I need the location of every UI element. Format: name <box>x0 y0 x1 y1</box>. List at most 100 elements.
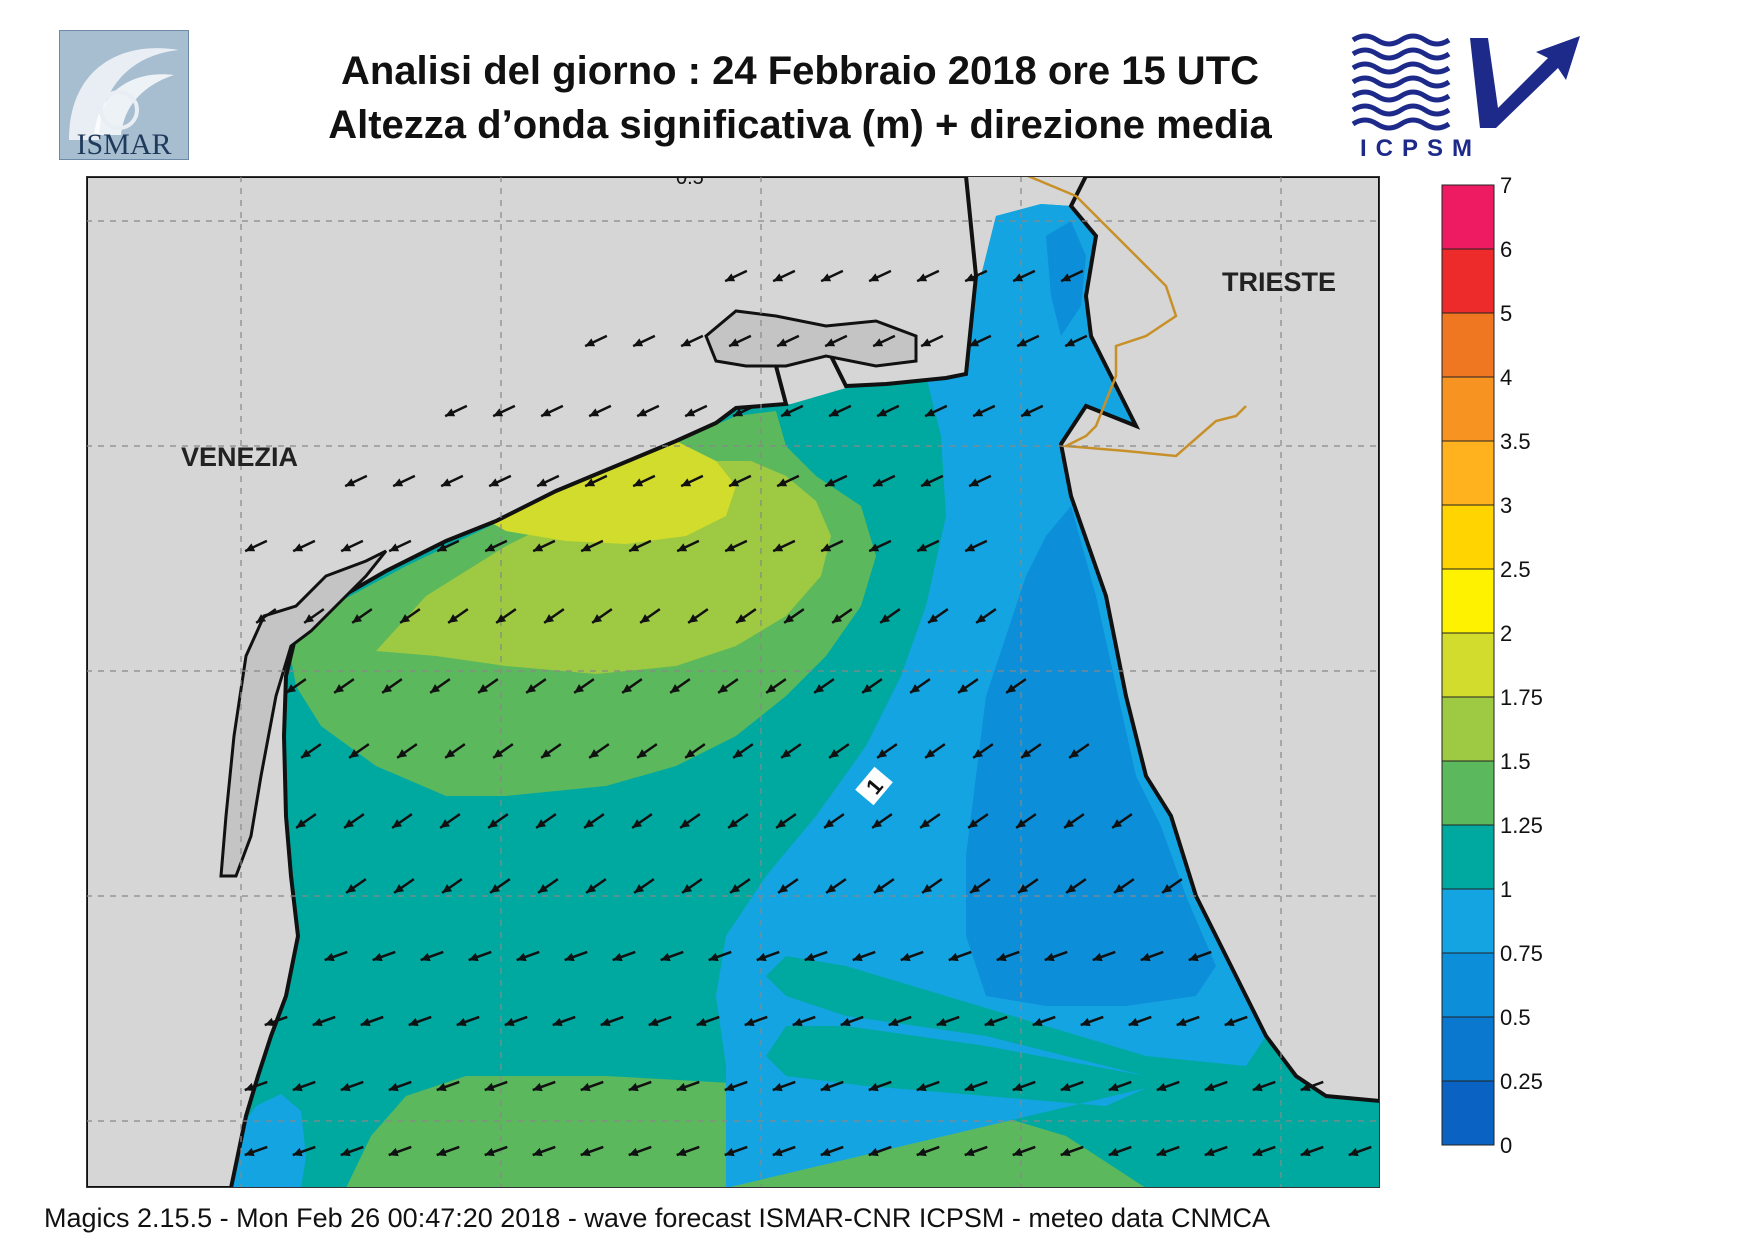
land-west <box>86 176 979 1188</box>
contour-0.75-sw <box>231 1094 306 1188</box>
direction-arrow-head <box>1044 952 1055 962</box>
direction-arrow-head <box>632 819 643 828</box>
direction-arrow-head <box>1204 1147 1215 1157</box>
direction-arrow-head <box>1065 338 1076 347</box>
direction-arrow-head <box>777 478 788 487</box>
direction-arrow-head <box>832 614 843 623</box>
direction-arrow-head <box>670 684 681 693</box>
wave-direction-arrows <box>244 269 1372 1157</box>
direction-arrow-head <box>868 1082 879 1092</box>
direction-arrow-head <box>1080 1017 1091 1027</box>
direction-arrow-head <box>408 1017 419 1027</box>
direction-arrow-head <box>1112 819 1123 828</box>
direction-arrow-head <box>1012 1147 1023 1157</box>
direction-arrow-head <box>676 1082 687 1092</box>
direction-arrow-head <box>1013 273 1024 282</box>
direction-arrow-head <box>628 1082 639 1092</box>
direction-arrow-head <box>1108 1082 1119 1092</box>
direction-arrow-head <box>488 819 499 828</box>
colorbar-box <box>1441 760 1495 826</box>
direction-arrow-head <box>776 819 787 828</box>
direction-arrow-head <box>1128 1017 1139 1027</box>
direction-arrow-head <box>526 684 537 693</box>
contour-label-1: 1 <box>855 766 893 806</box>
direction-arrow-head <box>1300 1082 1311 1092</box>
direction-arrow-head <box>340 1147 351 1157</box>
direction-arrow-head <box>688 614 699 623</box>
direction-arrow-head <box>730 884 741 893</box>
direction-arrow-head <box>360 1017 371 1027</box>
colorbar-label: 0.5 <box>1500 1005 1531 1030</box>
direction-arrow-head <box>1140 952 1151 962</box>
direction-arrow-head <box>1066 884 1077 893</box>
direction-arrow-head <box>724 1082 735 1092</box>
direction-arrow-head <box>781 408 792 417</box>
direction-arrow-head <box>928 614 939 623</box>
direction-arrow-head <box>346 884 357 893</box>
direction-arrow-head <box>493 749 504 758</box>
colorbar: 0 0.25 0.5 0.75 1 1.25 1.5 1.75 2 2.5 3 3.5 4 5 6 7 <box>1441 173 1543 1158</box>
direction-arrow-head <box>580 1082 591 1092</box>
direction-arrow-head <box>388 1082 399 1092</box>
page-title: Analisi del giorno : 24 Febbraio 2018 or… <box>340 49 1260 93</box>
direction-arrow-head <box>286 684 297 693</box>
direction-arrow-head <box>868 1147 879 1157</box>
direction-arrow-head <box>389 543 400 552</box>
direction-arrow-head <box>880 614 891 623</box>
direction-arrow-head <box>516 952 527 962</box>
direction-arrow-head <box>718 684 729 693</box>
colorbar-box <box>1441 184 1495 250</box>
colorbar-label: 1.5 <box>1500 749 1531 774</box>
direction-arrow-head <box>969 338 980 347</box>
direction-arrow-head <box>388 1147 399 1157</box>
direction-arrow-head <box>965 273 976 282</box>
direction-arrow-head <box>1060 1082 1071 1092</box>
direction-arrow-head <box>382 684 393 693</box>
national-border <box>1024 176 1247 458</box>
direction-arrow-head <box>829 749 840 758</box>
direction-arrow-head <box>437 543 448 552</box>
direction-arrow-head <box>538 884 549 893</box>
colorbar-label: 1 <box>1500 877 1512 902</box>
direction-arrow-head <box>920 819 931 828</box>
direction-arrow-head <box>1092 952 1103 962</box>
direction-arrow-head <box>873 338 884 347</box>
direction-arrow-head <box>394 884 405 893</box>
direction-arrow-head <box>685 408 696 417</box>
direction-arrow-head <box>729 478 740 487</box>
direction-arrow-head <box>781 749 792 758</box>
direction-arrow-head <box>312 1017 323 1027</box>
direction-arrow-head <box>584 819 595 828</box>
colorbar-box <box>1441 824 1495 890</box>
direction-arrow-head <box>292 1082 303 1092</box>
direction-arrow-head <box>612 952 623 962</box>
direction-arrow-head <box>784 614 795 623</box>
direction-arrow-head <box>340 1082 351 1092</box>
direction-arrow-head <box>804 952 815 962</box>
direction-arrow-head <box>592 614 603 623</box>
direction-arrow-head <box>349 749 360 758</box>
direction-arrow-head <box>485 543 496 552</box>
direction-arrow-head <box>888 1017 899 1027</box>
direction-arrow-head <box>420 952 431 962</box>
contour-0.5 <box>966 506 1216 1006</box>
direction-arrow-head <box>1012 1082 1023 1092</box>
direction-arrow-head <box>814 684 825 693</box>
direction-arrow-head <box>825 338 836 347</box>
direction-arrow-head <box>1018 884 1029 893</box>
direction-arrow-head <box>1006 684 1017 693</box>
direction-arrow-head <box>964 1082 975 1092</box>
direction-arrow-head <box>1016 819 1027 828</box>
colorbar-label: 5 <box>1500 301 1512 326</box>
direction-arrow-head <box>440 819 451 828</box>
direction-arrow-head <box>778 884 789 893</box>
direction-arrow-head <box>970 884 981 893</box>
direction-arrow-head <box>744 1017 755 1027</box>
direction-arrow-head <box>244 1147 255 1157</box>
direction-arrow-head <box>484 1082 495 1092</box>
ismar-logo: ISMAR <box>59 30 189 160</box>
direction-arrow-head <box>585 478 596 487</box>
direction-arrow-head <box>910 684 921 693</box>
marano-lagoon <box>704 309 918 368</box>
direction-arrow-head <box>725 273 736 282</box>
